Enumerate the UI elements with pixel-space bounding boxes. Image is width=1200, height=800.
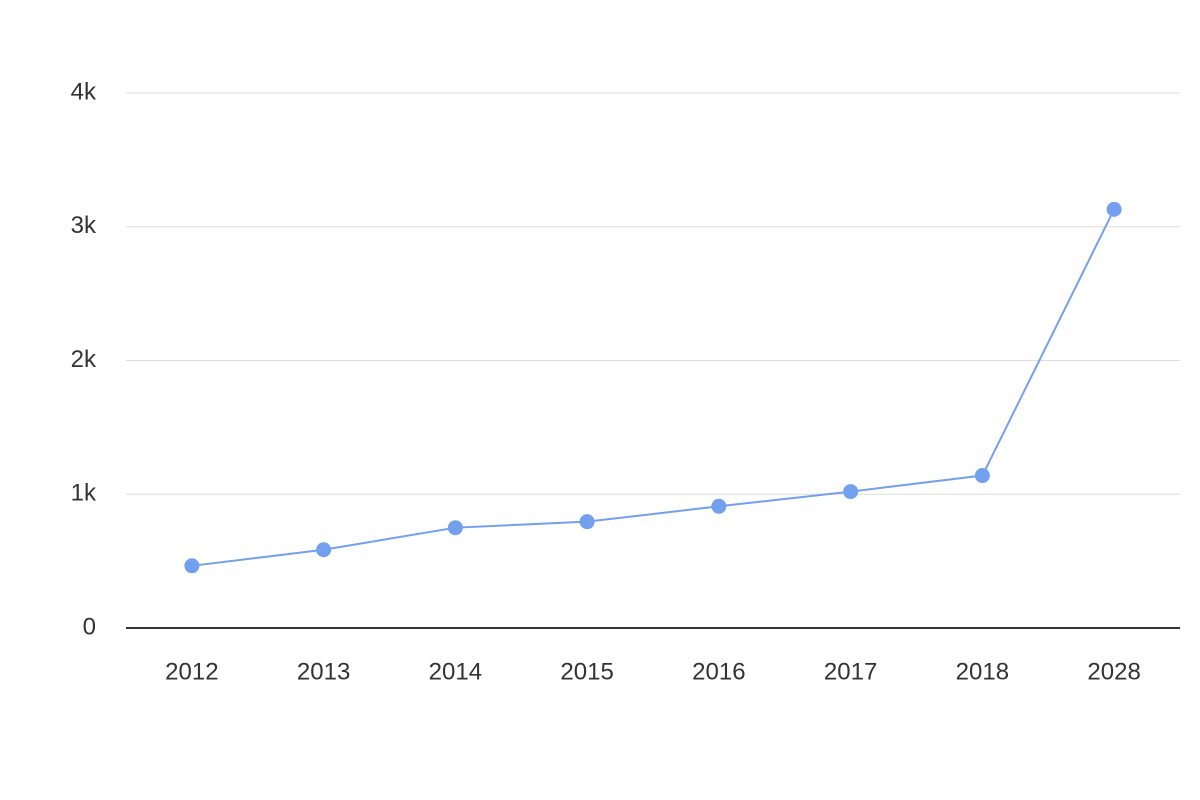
y-tick-label: 3k [71,212,97,239]
x-tick-label: 2013 [297,658,350,685]
point [316,542,332,558]
y-tick-label: 0 [83,613,96,640]
x-tick-label: 2016 [692,658,745,685]
point [843,484,859,500]
y-tick-label: 2k [71,346,97,373]
y-tick-label: 4k [71,78,97,105]
point [579,514,595,530]
y-tick-label: 1k [71,480,97,507]
x-tick-label: 2028 [1087,658,1140,685]
x-tick-label: 2012 [165,658,218,685]
point [184,558,200,574]
x-tick-label: 2015 [560,658,613,685]
x-tick-label: 2014 [429,658,482,685]
x-tick-label: 2017 [824,658,877,685]
point [1106,201,1122,217]
point [974,468,990,484]
point [711,498,727,514]
line [191,208,1116,567]
point [447,520,463,536]
x-tick-label: 2018 [956,658,1009,685]
